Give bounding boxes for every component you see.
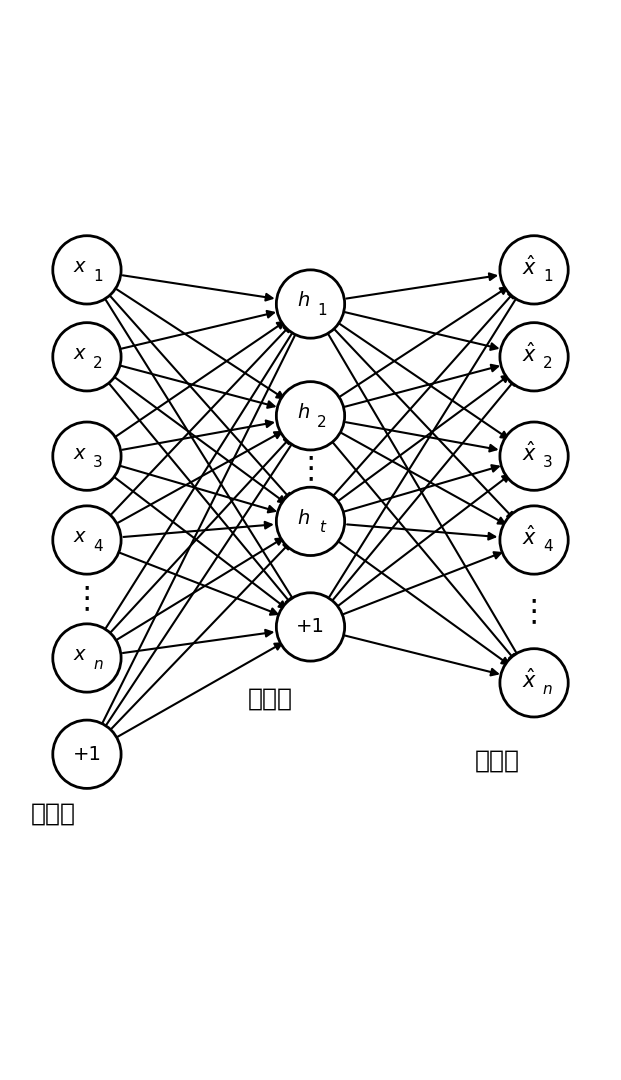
Text: n: n (543, 681, 553, 697)
Circle shape (500, 323, 568, 391)
Circle shape (53, 235, 121, 303)
Text: $\hat{x}$: $\hat{x}$ (522, 342, 537, 365)
Circle shape (53, 720, 121, 788)
Text: h: h (297, 509, 309, 528)
Text: $\hat{x}$: $\hat{x}$ (522, 442, 537, 464)
Text: n: n (93, 657, 103, 672)
Text: 4: 4 (93, 539, 103, 554)
Circle shape (500, 235, 568, 303)
Circle shape (276, 593, 345, 661)
Circle shape (53, 505, 121, 575)
Circle shape (276, 381, 345, 450)
Circle shape (500, 422, 568, 490)
Text: 1: 1 (93, 269, 103, 284)
Text: +1: +1 (73, 745, 101, 764)
Circle shape (53, 624, 121, 692)
Circle shape (276, 270, 345, 338)
Circle shape (53, 422, 121, 490)
Text: ⋮: ⋮ (295, 454, 326, 483)
Text: x: x (74, 345, 85, 363)
Text: x: x (74, 257, 85, 276)
Text: 3: 3 (93, 455, 103, 470)
Circle shape (500, 649, 568, 717)
Text: 1: 1 (543, 269, 553, 284)
Circle shape (500, 505, 568, 575)
Text: t: t (319, 521, 325, 535)
Text: x: x (74, 444, 85, 462)
Text: x: x (74, 527, 85, 546)
Text: 2: 2 (93, 355, 103, 370)
Text: 2: 2 (543, 355, 553, 370)
Text: ⋮: ⋮ (71, 584, 102, 613)
Text: 隐藏层: 隐藏层 (248, 687, 292, 711)
Text: 4: 4 (543, 539, 553, 554)
Circle shape (276, 487, 345, 555)
Text: h: h (297, 292, 309, 310)
Text: x: x (74, 646, 85, 664)
Text: 3: 3 (543, 455, 553, 470)
Text: ⋮: ⋮ (519, 597, 550, 626)
Circle shape (53, 323, 121, 391)
Text: $\hat{x}$: $\hat{x}$ (522, 255, 537, 279)
Text: +1: +1 (296, 618, 325, 636)
Text: 1: 1 (317, 302, 327, 318)
Text: 输入层: 输入层 (30, 801, 75, 825)
Text: h: h (297, 403, 309, 422)
Text: 输出层: 输出层 (474, 748, 519, 772)
Text: $\hat{x}$: $\hat{x}$ (522, 667, 537, 691)
Text: $\hat{x}$: $\hat{x}$ (522, 525, 537, 549)
Text: 2: 2 (317, 415, 327, 430)
